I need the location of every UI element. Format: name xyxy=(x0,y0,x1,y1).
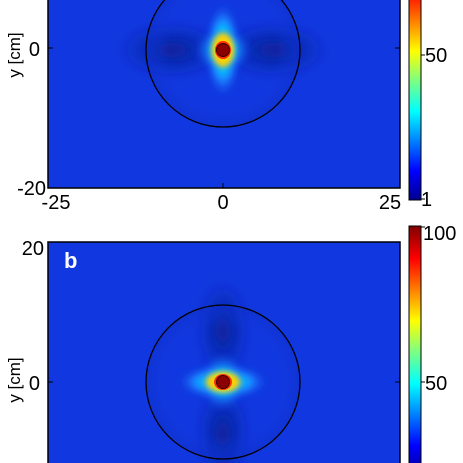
panel-a-ytick-label-0: 0 xyxy=(29,39,40,61)
panel-b-axes-box xyxy=(47,241,401,463)
panel-b-colorbar: 100 50 xyxy=(408,223,456,463)
panel-a-heatmap xyxy=(48,0,400,188)
panel-b-boundary-circle xyxy=(145,304,301,460)
panel-a: 0 -20 -25 0 25 y [cm] 50 1 xyxy=(5,0,447,214)
panel-a-colorbar-label-1: 1 xyxy=(421,189,432,211)
panel-a-ylabel: y [cm] xyxy=(5,32,24,77)
panel-a-axes-box xyxy=(47,0,401,189)
panel-a-boundary-circle xyxy=(145,0,301,128)
panel-a-ytick-label-neg20: -20 xyxy=(17,178,46,200)
panel-b-colorbar-label-50: 50 xyxy=(425,373,447,395)
panel-b-ylabel: y [cm] xyxy=(5,357,24,402)
panel-a-colorbar-gradient xyxy=(408,0,422,201)
panel-b-heatmap xyxy=(48,242,400,463)
panel-b-colorbar-gradient xyxy=(408,225,422,463)
panel-a-colorbar: 50 1 xyxy=(408,0,447,211)
panel-b-letter: b xyxy=(64,248,77,273)
panel-a-xtick-label-neg25: -25 xyxy=(42,192,71,214)
panel-a-xtick-label-0: 0 xyxy=(217,192,228,214)
panel-b-ytick-label-20: 20 xyxy=(22,238,44,260)
panel-b: 20 0 b y [cm] 100 50 xyxy=(5,223,456,463)
panel-a-colorbar-label-50: 50 xyxy=(425,45,447,67)
panel-a-xtick-label-25: 25 xyxy=(379,192,401,214)
panel-b-colorbar-label-100: 100 xyxy=(423,223,456,245)
panel-b-ytick-label-0: 0 xyxy=(29,373,40,395)
